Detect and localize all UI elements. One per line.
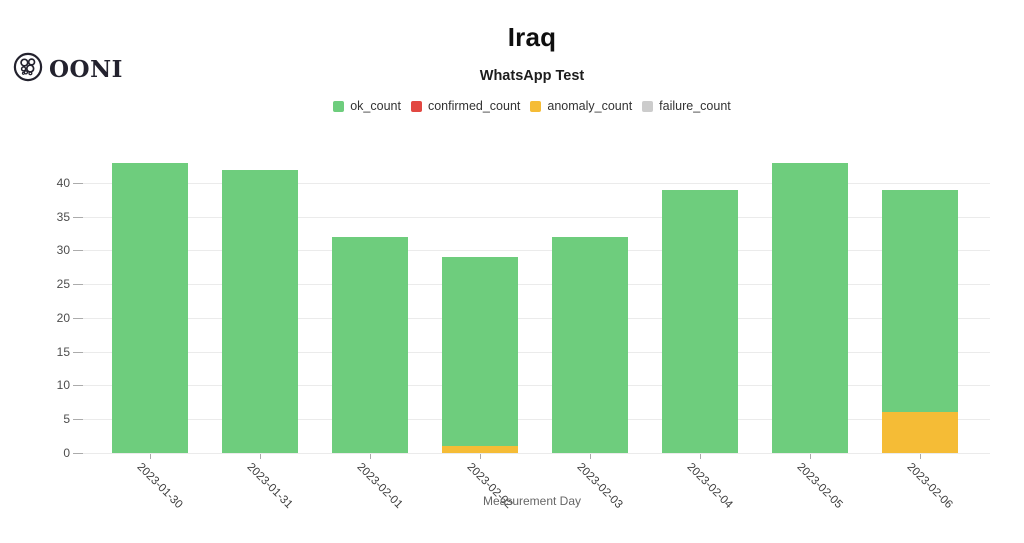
gridline-y-0: [83, 452, 990, 454]
bar-segment-ok_count[interactable]: [882, 189, 958, 413]
legend-swatch-confirmed_count: [410, 100, 422, 112]
legend-item-confirmed_count[interactable]: confirmed_count: [410, 99, 521, 113]
gridline-y-15: [83, 351, 990, 353]
y-axis-tick: [73, 418, 83, 420]
chart-legend: ok_count confirmed_count anomaly_count fail…: [40, 99, 1024, 113]
bar-segment-ok_count[interactable]: [552, 236, 628, 453]
y-axis-tick-label: 5: [63, 411, 70, 426]
y-axis-tick-label: 10: [56, 378, 70, 393]
y-axis-tick-label: 20: [56, 310, 70, 325]
legend-item-ok_count[interactable]: ok_count: [333, 99, 401, 113]
bar-segment-ok_count[interactable]: [662, 189, 738, 453]
y-axis-tick: [73, 183, 83, 184]
x-axis-tick: [370, 453, 371, 459]
gridline-y-30: [83, 250, 990, 252]
x-axis-tick: [480, 453, 481, 459]
x-axis-tick: [150, 453, 151, 459]
y-axis-tick: [73, 284, 83, 286]
y-axis-tick: [73, 452, 83, 454]
bar-segment-ok_count[interactable]: [772, 162, 848, 453]
chart-subtitle: WhatsApp Test: [479, 68, 585, 84]
gridline-y-10: [83, 385, 990, 387]
bar-segment-ok_count[interactable]: [332, 236, 408, 453]
y-axis-tick: [73, 317, 83, 319]
x-axis-tick: [260, 453, 261, 459]
gridline-y-25: [83, 284, 990, 286]
y-axis-tick: [73, 216, 83, 218]
gridline-y-20: [83, 317, 990, 319]
x-axis-tick: [700, 453, 701, 459]
legend-label: failure_count: [659, 99, 731, 113]
legend-label: ok_count: [350, 99, 401, 113]
x-axis-tick: [920, 453, 921, 459]
y-axis-tick-label: 30: [56, 243, 70, 258]
y-axis-tick-label: 40: [56, 176, 70, 190]
bar-segment-anomaly_count[interactable]: [442, 445, 518, 453]
y-axis-tick-label: 35: [56, 209, 70, 224]
gridline-y-5: [83, 418, 990, 420]
ooni-logo: OONI: [13, 52, 123, 87]
bar-segment-ok_count[interactable]: [222, 169, 298, 453]
gridline-y-35: [83, 216, 990, 218]
y-axis-tick: [73, 351, 83, 353]
ooni-logo-wordmark: OONI: [49, 56, 123, 83]
legend-swatch-failure_count: [642, 100, 654, 112]
chart-title: Iraq: [507, 22, 557, 52]
bar-segment-ok_count[interactable]: [442, 257, 518, 446]
y-axis-tick: [73, 385, 83, 387]
y-axis-tick-label: 0: [63, 445, 70, 460]
legend-item-anomaly_count[interactable]: anomaly_count: [530, 99, 632, 113]
x-axis-title: Measurement Day: [482, 494, 582, 508]
x-axis-tick: [810, 453, 811, 459]
x-axis-tick: [590, 453, 591, 459]
legend-label: confirmed_count: [427, 99, 521, 113]
legend-label: anomaly_count: [547, 99, 633, 113]
bar-segment-ok_count[interactable]: [112, 162, 188, 453]
legend-swatch-ok_count: [333, 100, 345, 112]
legend-item-failure_count[interactable]: failure_count: [642, 99, 731, 113]
legend-swatch-anomaly_count: [530, 100, 542, 112]
gridline-y-40: [83, 183, 990, 184]
y-axis-tick-label: 25: [56, 277, 70, 292]
y-axis-tick: [73, 250, 83, 252]
y-axis-tick-label: 15: [56, 344, 70, 359]
bar-segment-anomaly_count[interactable]: [882, 412, 958, 453]
ooni-logo-icon: [13, 52, 43, 87]
